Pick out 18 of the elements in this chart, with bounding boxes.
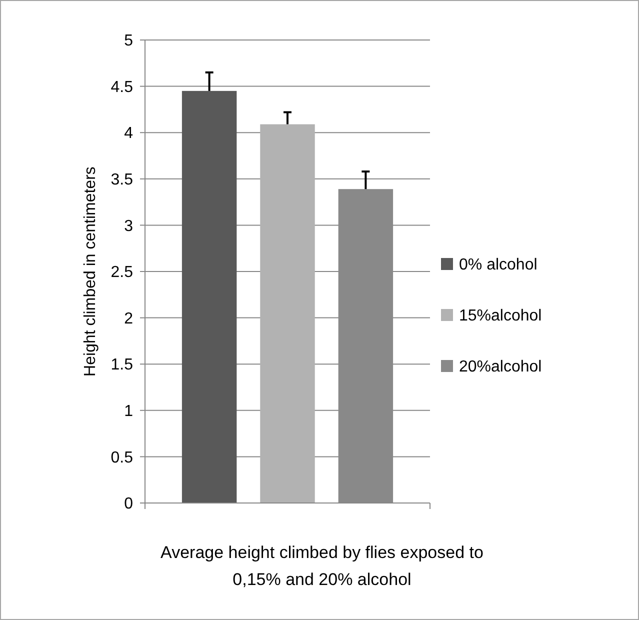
bar <box>182 90 237 503</box>
y-tick-label: 2.5 <box>110 264 134 282</box>
legend-label: 20%alcohol <box>459 358 542 376</box>
legend-label: 15%alcohol <box>459 308 542 325</box>
y-tick-label: 1 <box>124 403 134 420</box>
y-tick-label: 5 <box>124 32 134 50</box>
y-tick-label: 1.5 <box>110 356 134 374</box>
legend-label: 0% alcohol <box>459 256 538 274</box>
y-tick-label: 3 <box>124 218 134 235</box>
y-tick-label: 3.5 <box>110 172 134 188</box>
y-tick-label: 0 <box>124 496 134 513</box>
y-tick-label: 0.5 <box>110 449 134 466</box>
y-axis-title: Height climbed in centimeters <box>82 166 99 376</box>
y-tick-label: 4.5 <box>110 78 134 96</box>
y-tick-label: 2 <box>124 310 134 328</box>
y-tick-label: 4 <box>124 125 134 142</box>
bar <box>260 124 315 503</box>
x-axis-title: Average height climbed by flies exposed to 0,15% and 20% alcohol <box>160 543 484 589</box>
